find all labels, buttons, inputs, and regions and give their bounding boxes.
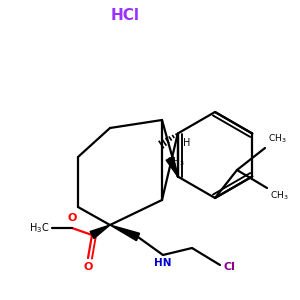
- Text: O: O: [67, 213, 77, 223]
- Polygon shape: [90, 225, 110, 238]
- Text: Cl: Cl: [224, 262, 236, 272]
- Text: HN: HN: [154, 258, 172, 268]
- Polygon shape: [166, 157, 178, 176]
- Polygon shape: [110, 225, 140, 241]
- Text: CH$_3$: CH$_3$: [268, 133, 286, 145]
- Text: H: H: [183, 139, 190, 148]
- Text: O: O: [83, 262, 93, 272]
- Text: HCl: HCl: [110, 8, 140, 22]
- Text: H$_3$C: H$_3$C: [29, 221, 49, 235]
- Text: CH$_3$: CH$_3$: [270, 190, 289, 203]
- Text: CH$_3$: CH$_3$: [167, 156, 185, 169]
